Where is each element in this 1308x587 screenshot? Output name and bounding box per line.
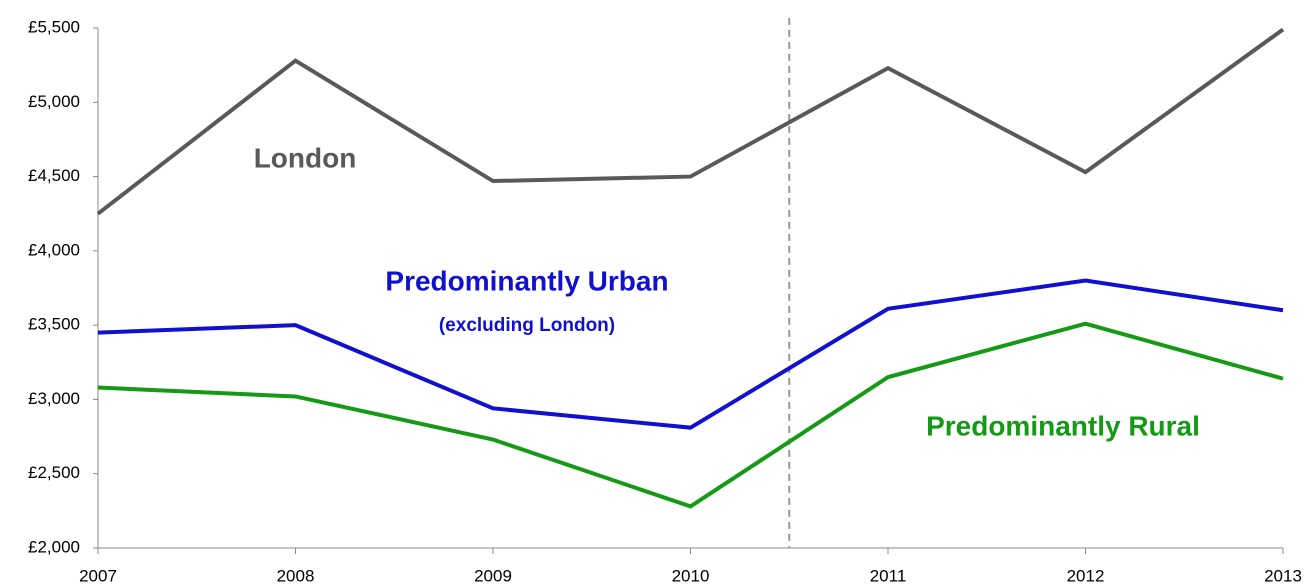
x-tick-label: 2009	[474, 566, 512, 585]
x-tick-label: 2012	[1067, 566, 1105, 585]
x-tick-label: 2007	[79, 566, 117, 585]
line-series	[96, 27, 1285, 216]
x-tick-label: 2008	[277, 566, 315, 585]
series-label: Predominantly Rural	[926, 410, 1200, 441]
y-tick-label: £5,500	[28, 17, 80, 36]
line-series	[97, 278, 1284, 430]
y-tick-label: £5,000	[28, 92, 80, 111]
y-tick-label: £3,500	[28, 315, 80, 334]
y-tick-label: £2,500	[28, 463, 80, 482]
series-label: London	[254, 142, 357, 173]
series-label: Predominantly Urban	[385, 265, 668, 296]
annotation: (excluding London)	[439, 315, 615, 336]
y-tick-label: £2,000	[28, 537, 80, 556]
y-tick-label: £4,000	[28, 240, 80, 259]
x-tick-label: 2010	[672, 566, 710, 585]
line-series	[97, 321, 1284, 509]
x-tick-label: 2011	[870, 566, 907, 585]
x-tick-label: 2013	[1264, 566, 1302, 585]
y-tick-label: £4,500	[28, 166, 80, 185]
y-tick-label: £3,000	[28, 389, 80, 408]
